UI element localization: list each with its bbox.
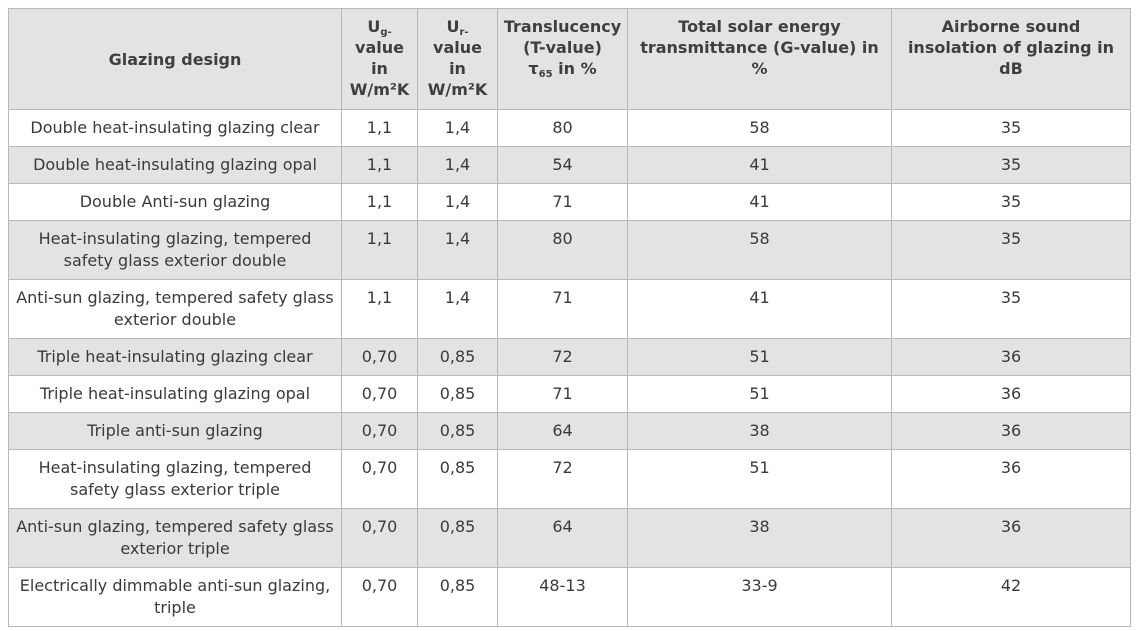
glazing-table: Glazing design Ug-value in W/m²K Ur-valu… xyxy=(8,8,1131,627)
cell-ur-value: 0,85 xyxy=(417,412,498,450)
cell-ug-value: 0,70 xyxy=(341,412,418,450)
translucency-text: Translucency (T-value) xyxy=(503,17,622,57)
cell-ur-value: 1,4 xyxy=(417,109,498,147)
header-ug-value: Ug-value in W/m²K xyxy=(341,8,418,110)
cell-translucency: 71 xyxy=(497,279,628,339)
translucency-tail: in % xyxy=(552,59,597,78)
header-translucency: Translucency (T-value) τ65 in % xyxy=(497,8,628,110)
cell-ur-value: 0,85 xyxy=(417,338,498,376)
cell-sound-insulation: 35 xyxy=(891,109,1131,147)
cell-ug-value: 0,70 xyxy=(341,375,418,413)
cell-ur-value: 0,85 xyxy=(417,449,498,509)
cell-ug-value: 1,1 xyxy=(341,183,418,221)
cell-glazing-design: Anti-sun glazing, tempered safety glass … xyxy=(8,508,342,568)
cell-glazing-design: Heat-insulating glazing, tempered safety… xyxy=(8,220,342,280)
cell-sound-insulation: 36 xyxy=(891,375,1131,413)
cell-solar-transmittance: 51 xyxy=(627,338,892,376)
cell-glazing-design: Anti-sun glazing, tempered safety glass … xyxy=(8,279,342,339)
cell-ug-value: 0,70 xyxy=(341,338,418,376)
cell-ur-value: 1,4 xyxy=(417,183,498,221)
cell-solar-transmittance: 41 xyxy=(627,183,892,221)
cell-solar-transmittance: 41 xyxy=(627,146,892,184)
cell-sound-insulation: 42 xyxy=(891,567,1131,627)
cell-solar-transmittance: 58 xyxy=(627,220,892,280)
ug-symbol: U xyxy=(367,17,381,36)
cell-ur-value: 1,4 xyxy=(417,146,498,184)
cell-sound-insulation: 35 xyxy=(891,183,1131,221)
cell-ug-value: 1,1 xyxy=(341,109,418,147)
ur-subscript: r- xyxy=(459,27,469,38)
cell-sound-insulation: 35 xyxy=(891,146,1131,184)
cell-sound-insulation: 35 xyxy=(891,220,1131,280)
cell-solar-transmittance: 41 xyxy=(627,279,892,339)
cell-glazing-design: Heat-insulating glazing, tempered safety… xyxy=(8,449,342,509)
header-solar-transmittance: Total solar energy transmittance (G-valu… xyxy=(627,8,892,110)
ur-rest: value in W/m²K xyxy=(427,38,488,99)
table-row: Heat-insulating glazing, tempered safety… xyxy=(8,449,1131,509)
cell-glazing-design: Double Anti-sun glazing xyxy=(8,183,342,221)
cell-glazing-design: Electrically dimmable anti-sun glazing, … xyxy=(8,567,342,627)
table-row: Double Anti-sun glazing 1,1 1,4 71 41 35 xyxy=(8,183,1131,221)
cell-solar-transmittance: 33-9 xyxy=(627,567,892,627)
table-row: Triple heat-insulating glazing clear 0,70… xyxy=(8,338,1131,376)
cell-solar-transmittance: 38 xyxy=(627,508,892,568)
table-row: Triple heat-insulating glazing opal 0,70 0… xyxy=(8,375,1131,413)
cell-sound-insulation: 36 xyxy=(891,338,1131,376)
cell-translucency: 72 xyxy=(497,338,628,376)
cell-solar-transmittance: 58 xyxy=(627,109,892,147)
cell-glazing-design: Double heat-insulating glazing clear xyxy=(8,109,342,147)
cell-translucency: 80 xyxy=(497,220,628,280)
cell-sound-insulation: 36 xyxy=(891,412,1131,450)
cell-ur-value: 1,4 xyxy=(417,220,498,280)
table-row: Double heat-insulating glazing opal 1,1 1,… xyxy=(8,146,1131,184)
cell-ur-value: 0,85 xyxy=(417,375,498,413)
cell-translucency: 72 xyxy=(497,449,628,509)
table-row: Double heat-insulating glazing clear 1,1 1… xyxy=(8,109,1131,147)
cell-ur-value: 1,4 xyxy=(417,279,498,339)
cell-solar-transmittance: 51 xyxy=(627,449,892,509)
cell-sound-insulation: 36 xyxy=(891,449,1131,509)
cell-solar-transmittance: 38 xyxy=(627,412,892,450)
cell-ug-value: 1,1 xyxy=(341,146,418,184)
tau-symbol: τ xyxy=(528,59,539,78)
cell-glazing-design: Triple heat-insulating glazing opal xyxy=(8,375,342,413)
cell-ur-value: 0,85 xyxy=(417,567,498,627)
header-row: Glazing design Ug-value in W/m²K Ur-valu… xyxy=(8,8,1131,110)
table-row: Electrically dimmable anti-sun glazing, … xyxy=(8,567,1131,627)
cell-ug-value: 0,70 xyxy=(341,567,418,627)
cell-ur-value: 0,85 xyxy=(417,508,498,568)
cell-ug-value: 1,1 xyxy=(341,279,418,339)
cell-sound-insulation: 36 xyxy=(891,508,1131,568)
table-row: Anti-sun glazing, tempered safety glass … xyxy=(8,508,1131,568)
ug-rest: value in W/m²K xyxy=(349,38,410,99)
header-ur-value: Ur-value in W/m²K xyxy=(417,8,498,110)
cell-glazing-design: Double heat-insulating glazing opal xyxy=(8,146,342,184)
cell-solar-transmittance: 51 xyxy=(627,375,892,413)
table-row: Anti-sun glazing, tempered safety glass … xyxy=(8,279,1131,339)
cell-translucency: 64 xyxy=(497,412,628,450)
ug-subscript: g- xyxy=(380,27,392,38)
table-row: Triple anti-sun glazing 0,70 0,85 64 38 36 xyxy=(8,412,1131,450)
cell-translucency: 48-13 xyxy=(497,567,628,627)
cell-translucency: 71 xyxy=(497,183,628,221)
tau-subscript: 65 xyxy=(538,69,553,80)
cell-ug-value: 1,1 xyxy=(341,220,418,280)
cell-translucency: 54 xyxy=(497,146,628,184)
header-glazing-design: Glazing design xyxy=(8,8,342,110)
ur-symbol: U xyxy=(446,17,460,36)
cell-sound-insulation: 35 xyxy=(891,279,1131,339)
cell-ug-value: 0,70 xyxy=(341,508,418,568)
header-sound-insulation: Airborne sound insolation of glazing in … xyxy=(891,8,1131,110)
cell-translucency: 80 xyxy=(497,109,628,147)
cell-glazing-design: Triple anti-sun glazing xyxy=(8,412,342,450)
cell-glazing-design: Triple heat-insulating glazing clear xyxy=(8,338,342,376)
cell-translucency: 71 xyxy=(497,375,628,413)
cell-translucency: 64 xyxy=(497,508,628,568)
table-row: Heat-insulating glazing, tempered safety… xyxy=(8,220,1131,280)
cell-ug-value: 0,70 xyxy=(341,449,418,509)
